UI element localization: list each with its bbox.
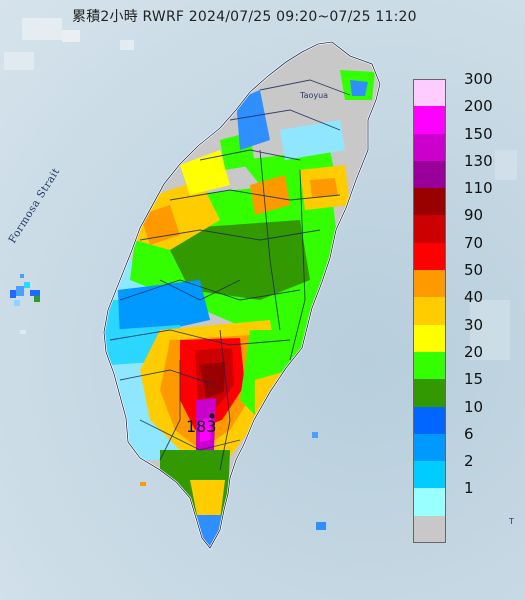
eastern-offshore-specks (140, 432, 326, 530)
legend-row: 10 (413, 398, 507, 434)
penghu-islands (10, 274, 40, 306)
legend-row: 150 (413, 125, 507, 161)
legend-swatch (413, 188, 446, 216)
legend-label: 2 (464, 452, 474, 471)
legend-row: 20 (413, 343, 507, 380)
legend-label: 70 (464, 233, 484, 252)
legend-label: 15 (464, 370, 484, 389)
legend-swatch (413, 406, 446, 434)
place-label: Taoyua (299, 91, 328, 100)
legend-row: 200 (413, 97, 507, 134)
strait-label: Formosa Strait (6, 166, 62, 246)
legend-row: 130 (413, 152, 507, 189)
legend-row: 1 (413, 479, 507, 516)
legend-label: 50 (464, 261, 484, 280)
corner-label: T (508, 517, 514, 526)
legend-row (413, 515, 507, 544)
legend-row: 30 (413, 316, 507, 352)
legend-swatch (413, 461, 446, 489)
max-rainfall-label: 183 (186, 417, 217, 436)
max-rainfall-marker (209, 413, 215, 419)
legend-swatch (413, 324, 446, 352)
island-rainfall (102, 40, 382, 550)
legend-swatch (413, 242, 446, 271)
legend-swatch (413, 379, 446, 407)
legend-row: 40 (413, 288, 507, 325)
offshore-clouds (4, 18, 517, 360)
legend-row: 300 (413, 70, 507, 107)
legend-label: 130 (464, 151, 493, 170)
legend-label: 20 (464, 342, 484, 361)
legend-label: 40 (464, 288, 484, 307)
map-title: 累積2小時 RWRF 2024/07/25 09:20~07/25 11:20 (72, 9, 417, 25)
legend-swatch (413, 351, 446, 380)
legend-label: 300 (464, 70, 493, 88)
legend-label: 90 (464, 206, 484, 225)
legend-swatch (413, 79, 446, 107)
rainfall-legend: 300 200 150 130 110 90 70 50 40 30 20 15 10 6 2 1 (413, 70, 507, 544)
legend-row: 70 (413, 234, 507, 271)
legend-swatch (413, 433, 446, 462)
legend-swatch (413, 297, 446, 325)
legend-row: 15 (413, 370, 507, 407)
legend-label: 10 (464, 397, 484, 416)
legend-label: 1 (464, 479, 474, 498)
legend-swatch (413, 515, 446, 544)
legend-swatch (413, 488, 446, 516)
legend-swatch (413, 160, 446, 189)
legend-row: 90 (413, 206, 507, 243)
legend-label: 150 (464, 124, 493, 143)
legend-label: 110 (464, 179, 493, 198)
legend-swatch (413, 106, 446, 134)
legend-swatch (413, 133, 446, 161)
legend-swatch (413, 270, 446, 298)
legend-label: 6 (464, 424, 474, 443)
legend-swatch (413, 215, 446, 243)
legend-row: 110 (413, 179, 507, 216)
legend-label: 200 (464, 97, 493, 116)
legend-row: 50 (413, 261, 507, 298)
legend-label: 30 (464, 315, 484, 334)
legend-row: 6 (413, 425, 507, 462)
legend-row: 2 (413, 452, 507, 489)
